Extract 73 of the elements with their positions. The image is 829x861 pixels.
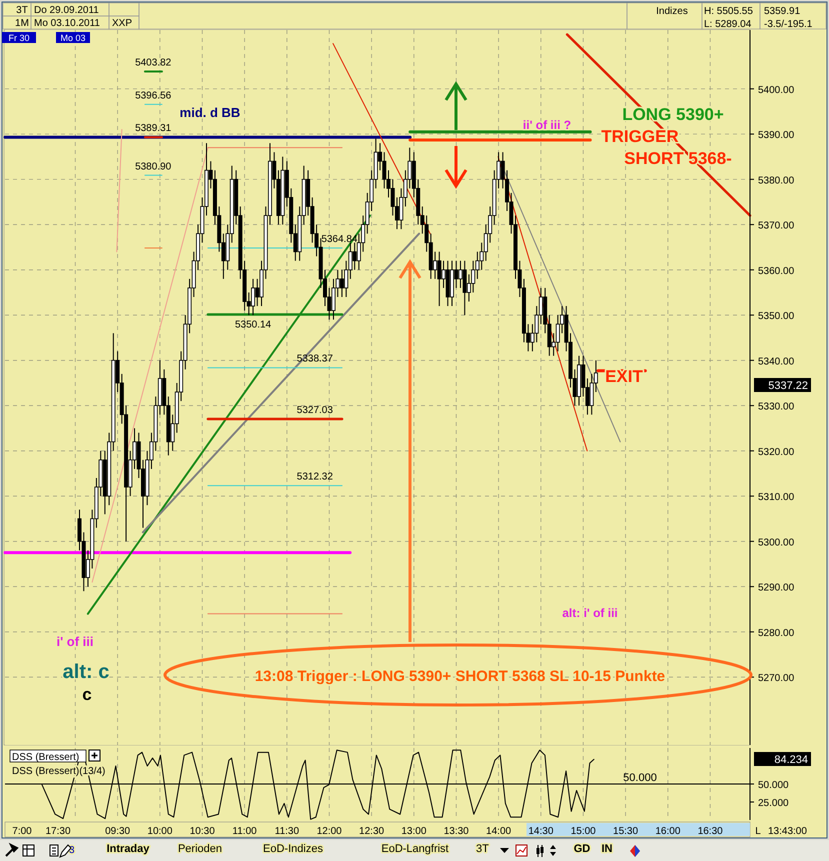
x-tick-label: 14:30	[528, 826, 554, 837]
annotation: 13:08 Trigger : LONG 5390+ SHORT 5368 SL 10-15 Punkte	[254, 668, 666, 685]
annotation: 5380.90	[135, 161, 172, 172]
y-tick-label: 5350.00	[758, 311, 795, 322]
y-tick-label: 50.000	[758, 780, 790, 791]
text: -3.5/-195.1	[764, 19, 813, 30]
x-tick-label: 16:30	[698, 826, 724, 837]
y-tick-label: 5270.00	[758, 673, 795, 684]
y-tick-label: 25.000	[758, 798, 790, 809]
annotation: alt: i' of iii	[562, 606, 618, 620]
x-tick-label: 12:30	[359, 826, 385, 837]
annotation: L: 5289.04	[704, 19, 752, 30]
text: 13:43:00	[768, 826, 808, 837]
x-tick-label: 11:30	[274, 826, 300, 837]
y-tick-label: 5280.00	[758, 628, 795, 639]
x-tick-label: 10:00	[147, 826, 173, 837]
text: Intraday	[106, 843, 150, 855]
text: 3T	[476, 843, 490, 855]
text: 7:00	[12, 826, 32, 837]
text: XXP	[112, 18, 132, 29]
annotation: i' of iii	[56, 634, 94, 649]
text: GD	[574, 843, 590, 855]
annotation: 5389.31	[135, 123, 172, 134]
y-tick-label: 5310.00	[758, 492, 795, 504]
x-tick-label: 10:30	[190, 826, 216, 837]
annotation: Fr 30	[8, 33, 30, 43]
annotation: 5338.37	[296, 354, 334, 365]
y-tick-label: 5340.00	[758, 356, 795, 368]
text: 1M	[15, 18, 29, 29]
y-tick-label: 5290.00	[758, 582, 795, 594]
legend-title: DSS (Bressert)	[12, 752, 80, 763]
annotation: mid. d BB	[180, 105, 240, 120]
text: Perioden	[178, 843, 222, 855]
y-tick-label: 5360.00	[758, 266, 795, 277]
annotation: Mo 03	[60, 33, 86, 43]
annotation: 5327.03	[296, 405, 334, 416]
text: Indizes	[656, 6, 688, 17]
text: EoD-Langfrist	[381, 843, 449, 855]
y-tick-label: 5320.00	[758, 446, 795, 458]
text: H: 5505.55	[704, 6, 754, 17]
annotation: c	[82, 685, 92, 704]
y-tick-label: 5330.00	[758, 402, 795, 413]
annotation: alt: c	[62, 661, 110, 683]
x-tick-label: 11:00	[232, 826, 258, 837]
text: 5359.91	[764, 6, 801, 17]
x-tick-label: 12:00	[316, 826, 342, 837]
annotation: 5350.14	[234, 319, 272, 330]
x-tick-label: 13:30	[444, 826, 470, 837]
x-tick-label: 16:00	[655, 826, 681, 837]
x-tick-label: 15:00	[570, 826, 596, 837]
x-tick-label: 14:00	[486, 826, 512, 837]
y-tick-label: 5390.00	[758, 130, 795, 142]
annotation: ii' of iii ?	[522, 118, 572, 132]
y-tick-label: 5400.00	[758, 84, 795, 96]
y-tick-label: 5380.00	[758, 175, 795, 186]
text: 3T	[16, 5, 28, 16]
y-tick-label: 5370.00	[758, 220, 795, 232]
ref-line-label: 50.000	[623, 772, 657, 784]
x-tick-label: 13:00	[401, 826, 427, 837]
annotation: 5403.82	[135, 58, 172, 69]
text: Mo 03.10.2011	[34, 18, 100, 29]
text: 84.234	[774, 754, 808, 766]
x-tick-label: 15:30	[613, 826, 638, 837]
y-tick-label: 5300.00	[758, 537, 795, 548]
text: IN	[602, 843, 613, 855]
annotation: 5396.56	[135, 90, 172, 102]
annotation: 5312.32	[296, 472, 334, 483]
text: 5337.22	[768, 380, 808, 392]
text: L	[755, 826, 762, 837]
text: EoD-Indizes	[263, 843, 324, 855]
x-tick-label: 09:30	[105, 826, 131, 837]
text: 17:30	[45, 826, 71, 837]
text: Do 29.09.2011	[34, 5, 100, 16]
